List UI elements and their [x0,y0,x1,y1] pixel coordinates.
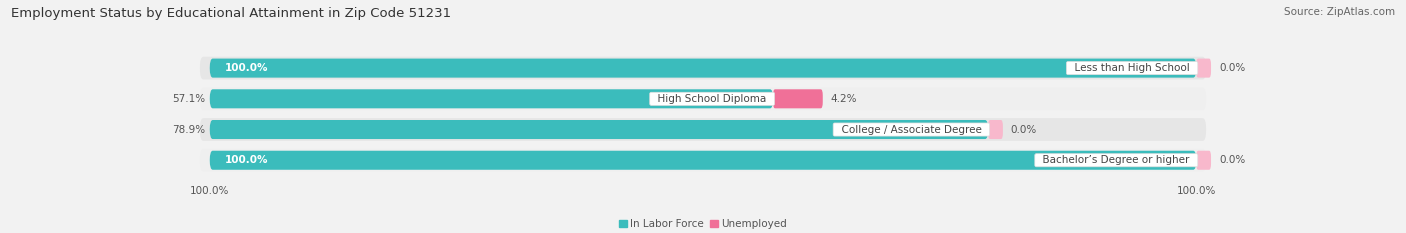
Text: 0.0%: 0.0% [1219,155,1246,165]
Text: 100.0%: 100.0% [225,63,269,73]
FancyBboxPatch shape [209,151,1197,170]
Text: 100.0%: 100.0% [225,155,269,165]
Text: 57.1%: 57.1% [172,94,205,104]
Text: Employment Status by Educational Attainment in Zip Code 51231: Employment Status by Educational Attainm… [11,7,451,20]
Text: Bachelor’s Degree or higher: Bachelor’s Degree or higher [1036,155,1197,165]
Text: Less than High School: Less than High School [1069,63,1197,73]
FancyBboxPatch shape [200,149,1206,171]
Text: 4.2%: 4.2% [831,94,858,104]
FancyBboxPatch shape [200,57,1206,79]
FancyBboxPatch shape [988,120,1002,139]
Text: 78.9%: 78.9% [172,124,205,134]
FancyBboxPatch shape [209,120,988,139]
FancyBboxPatch shape [1197,151,1211,170]
FancyBboxPatch shape [209,58,1197,78]
Text: High School Diploma: High School Diploma [651,94,773,104]
FancyBboxPatch shape [209,89,773,108]
FancyBboxPatch shape [200,118,1206,141]
FancyBboxPatch shape [1197,58,1211,78]
Text: 0.0%: 0.0% [1219,63,1246,73]
Text: College / Associate Degree: College / Associate Degree [835,124,988,134]
Legend: In Labor Force, Unemployed: In Labor Force, Unemployed [614,215,792,233]
FancyBboxPatch shape [200,87,1206,110]
Text: Source: ZipAtlas.com: Source: ZipAtlas.com [1284,7,1395,17]
FancyBboxPatch shape [773,89,823,108]
Text: 0.0%: 0.0% [1011,124,1038,134]
